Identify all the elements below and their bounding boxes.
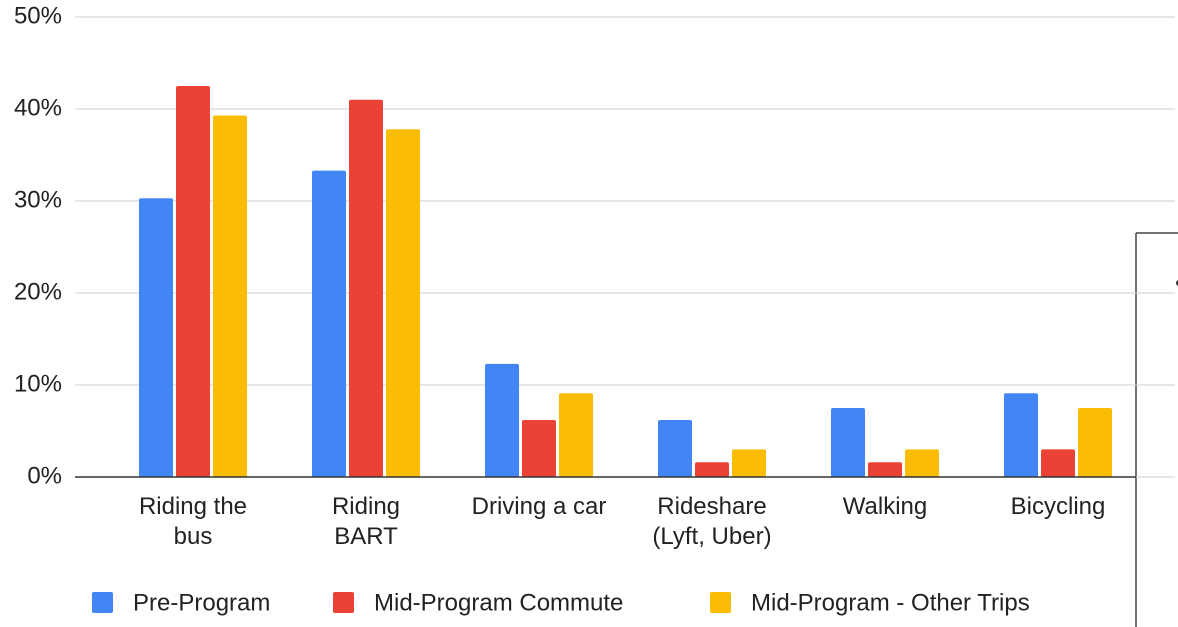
bar [349, 99, 383, 478]
bar [312, 170, 346, 477]
bar [522, 419, 556, 477]
bar [658, 419, 692, 477]
x-tick-label: Bicycling [1010, 493, 1106, 520]
legend-label: Mid-Program - Other Trips [751, 589, 1030, 616]
y-tick-label: 50% [14, 2, 62, 29]
bar [213, 115, 247, 477]
bar [868, 462, 902, 477]
bar [831, 408, 865, 477]
y-tick-label: 40% [14, 94, 62, 121]
bar [1004, 393, 1038, 477]
x-tick-label: Driving a car [471, 493, 607, 520]
bar [485, 363, 519, 477]
bar [386, 129, 420, 478]
bar [695, 462, 729, 477]
legend-label: Pre-Program [133, 589, 270, 616]
legend-swatch [333, 592, 354, 613]
x-tick-label: Walking [842, 493, 928, 520]
x-tick-label: Rideshare (Lyft, Uber) [652, 493, 772, 550]
y-tick-label: 0% [27, 462, 62, 489]
legend-label: Mid-Program Commute [374, 589, 623, 616]
x-tick-label: Riding BART [331, 493, 401, 550]
y-tick-label: 30% [14, 186, 62, 213]
x-tick-label: Riding the bus [138, 493, 248, 550]
bar [139, 198, 173, 478]
bar [732, 449, 766, 477]
bar [1078, 408, 1112, 477]
legend-swatch [710, 592, 731, 613]
y-tick-label: 20% [14, 278, 62, 305]
bar [1041, 449, 1075, 477]
y-tick-label: 10% [14, 370, 62, 397]
bar [176, 86, 210, 477]
legend-swatch [92, 592, 113, 613]
bar [559, 393, 593, 477]
bar [905, 449, 939, 477]
